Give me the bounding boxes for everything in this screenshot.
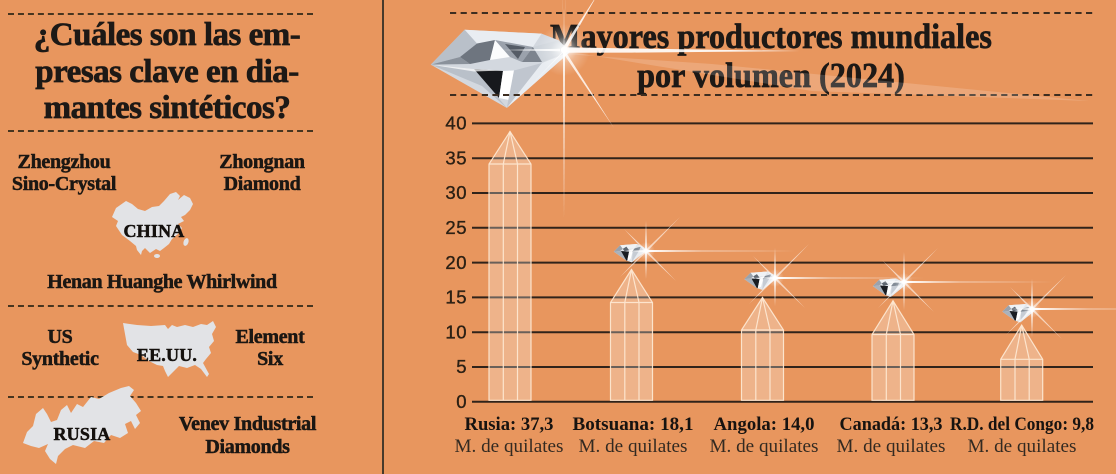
svg-text:25: 25 — [445, 217, 467, 238]
svg-text:30: 30 — [445, 182, 467, 203]
svg-text:Angola: 14,0: Angola: 14,0 — [714, 414, 815, 435]
svg-text:M. de quilates: M. de quilates — [968, 436, 1077, 457]
svg-text:Botsuana: 18,1: Botsuana: 18,1 — [573, 414, 694, 435]
svg-text:Canadá: 13,3: Canadá: 13,3 — [840, 414, 943, 435]
svg-text:5: 5 — [456, 356, 467, 377]
svg-text:M. de quilates: M. de quilates — [837, 436, 946, 457]
svg-text:35: 35 — [445, 147, 467, 168]
svg-text:10: 10 — [445, 321, 467, 342]
svg-text:M. de quilates: M. de quilates — [579, 436, 688, 457]
svg-text:M. de quilates: M. de quilates — [710, 436, 819, 457]
svg-text:R.D. del Congo: 9,8: R.D. del Congo: 9,8 — [950, 414, 1094, 435]
svg-text:15: 15 — [445, 287, 467, 308]
svg-text:M. de quilates: M. de quilates — [455, 436, 564, 457]
svg-text:20: 20 — [445, 252, 467, 273]
svg-text:40: 40 — [445, 113, 467, 134]
svg-text:0: 0 — [456, 391, 467, 412]
svg-text:Rusia: 37,3: Rusia: 37,3 — [465, 414, 554, 435]
